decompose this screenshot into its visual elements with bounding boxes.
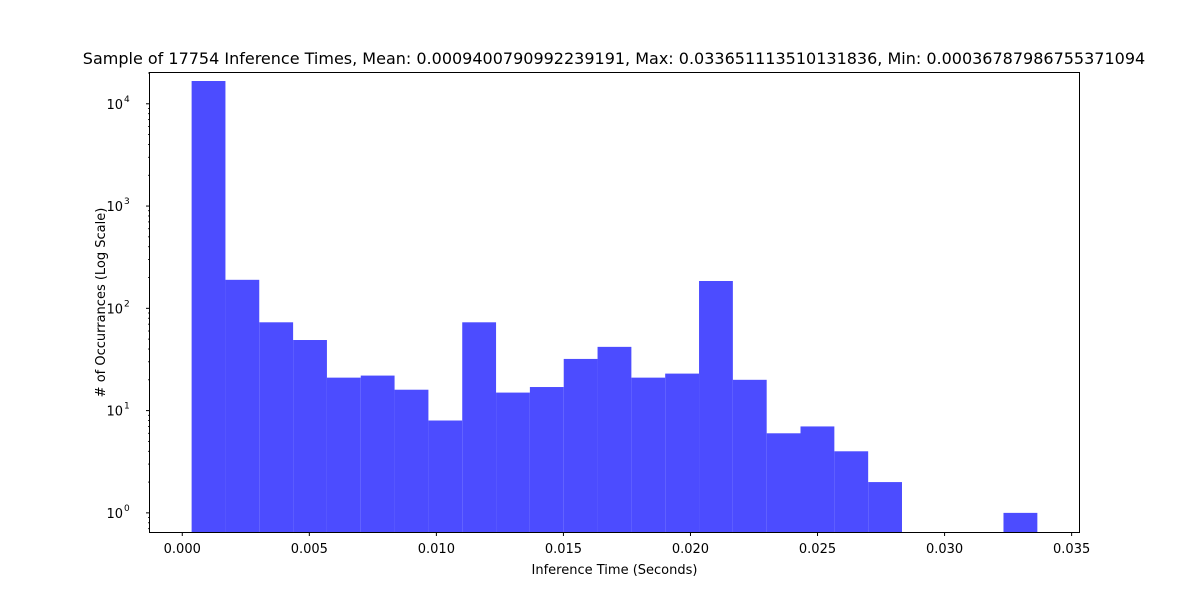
- histogram-bar: [563, 358, 598, 532]
- x-tick-label: 0.005: [291, 542, 328, 557]
- histogram-bar: [868, 482, 902, 532]
- x-tick-label: 0.035: [1053, 542, 1090, 557]
- histogram-bar: [293, 340, 327, 532]
- histogram-bar: [326, 377, 361, 532]
- y-tick-label: 10: [106, 405, 123, 420]
- x-tick-label: 0.015: [545, 542, 582, 557]
- y-tick-exponent: 1: [124, 402, 130, 412]
- histogram-bar: [394, 389, 429, 532]
- y-tick-exponent: 2: [124, 299, 130, 309]
- histogram-bar: [259, 322, 294, 532]
- histogram-bar: [529, 387, 564, 532]
- histogram-bar: [428, 420, 463, 532]
- x-tick-label: 0.025: [799, 542, 836, 557]
- histogram-bar: [597, 346, 632, 532]
- histogram-bar: [631, 377, 666, 532]
- bars-layer: [191, 81, 1038, 532]
- histogram-bar: [766, 433, 801, 532]
- y-tick-label: 10: [106, 200, 123, 215]
- y-tick-label: 10: [106, 98, 123, 113]
- x-axis-label: Inference Time (Seconds): [532, 563, 698, 578]
- x-tick-label: 0.000: [164, 542, 201, 557]
- x-axis-ticks: 0.000 0.005 0.010 0.015 0.020 0.025 0.030 0.035: [164, 532, 1090, 557]
- y-tick-exponent: 0: [124, 504, 130, 514]
- y-tick-label: 10: [106, 302, 123, 317]
- y-tick-exponent: 4: [124, 95, 130, 105]
- histogram-bar: [496, 392, 530, 532]
- histogram-bar: [732, 379, 767, 532]
- chart-title: Sample of 17754 Inference Times, Mean: 0…: [83, 49, 1145, 68]
- histogram-bar: [191, 81, 226, 532]
- histogram-bar: [800, 426, 835, 532]
- y-tick-label: 10: [106, 507, 123, 522]
- x-tick-label: 0.010: [418, 542, 455, 557]
- plot-frame: [149, 72, 1080, 533]
- histogram-bar: [699, 281, 733, 532]
- x-tick-label: 0.030: [926, 542, 963, 557]
- y-axis-label: # of Occurrances (Log Scale): [94, 208, 109, 398]
- x-tick-label: 0.020: [672, 542, 709, 557]
- histogram-bar: [360, 375, 395, 532]
- y-tick-exponent: 3: [124, 197, 130, 207]
- histogram-bar: [225, 279, 260, 532]
- histogram-bar: [665, 373, 700, 532]
- histogram-bar: [462, 322, 497, 532]
- histogram-bar: [1003, 512, 1038, 532]
- histogram-bar: [834, 451, 869, 532]
